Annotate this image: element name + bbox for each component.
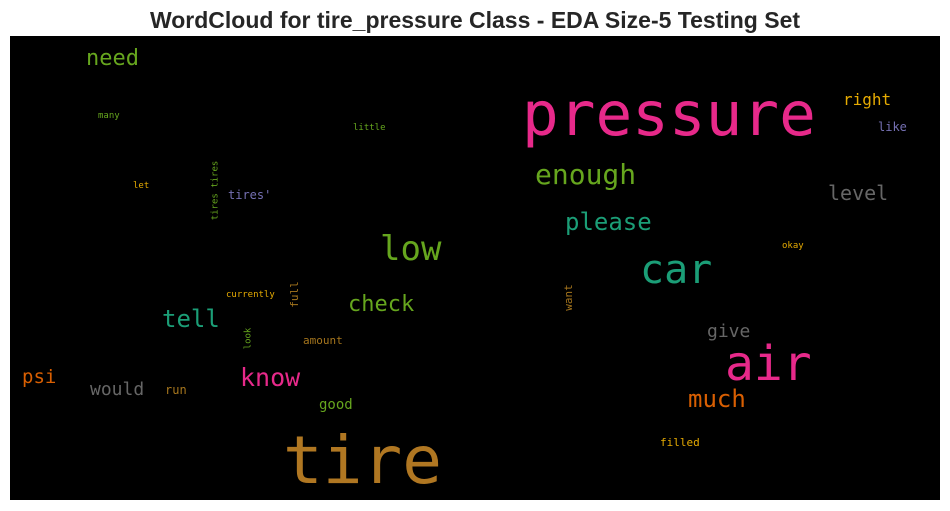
word-amount: amount bbox=[303, 334, 343, 347]
wordcloud-canvas: pressure tire air car low enough please … bbox=[10, 36, 940, 500]
word-air: air bbox=[725, 336, 812, 392]
word-right: right bbox=[843, 90, 892, 109]
word-check: check bbox=[348, 292, 415, 317]
word-tires-tires: tires tires bbox=[210, 160, 221, 221]
word-psi: psi bbox=[22, 366, 57, 388]
word-need: need bbox=[86, 46, 139, 71]
word-run: run bbox=[165, 383, 187, 397]
word-low: low bbox=[380, 229, 442, 269]
word-level: level bbox=[828, 181, 889, 205]
word-would: would bbox=[90, 379, 145, 400]
word-full: full bbox=[287, 281, 301, 308]
word-please: please bbox=[565, 208, 652, 236]
word-filled: filled bbox=[660, 436, 700, 449]
word-car: car bbox=[640, 247, 713, 293]
word-pressure: pressure bbox=[522, 79, 816, 150]
word-much: much bbox=[688, 385, 746, 413]
word-let: let bbox=[133, 181, 150, 191]
word-okay: okay bbox=[782, 241, 804, 251]
word-little: little bbox=[353, 123, 386, 133]
word-currently: currently bbox=[226, 290, 275, 300]
word-tire: tire bbox=[283, 422, 442, 499]
word-tell: tell bbox=[162, 305, 220, 333]
word-like: like bbox=[878, 120, 907, 134]
word-give: give bbox=[707, 321, 751, 342]
chart-title: WordCloud for tire_pressure Class - EDA … bbox=[149, 7, 801, 33]
word-many: many bbox=[98, 111, 120, 121]
word-look: look bbox=[243, 327, 254, 350]
word-good: good bbox=[319, 397, 353, 413]
word-tires-apostrophe: tires' bbox=[228, 188, 272, 202]
word-enough: enough bbox=[535, 158, 637, 191]
word-know: know bbox=[240, 363, 301, 392]
word-want: want bbox=[561, 284, 575, 311]
